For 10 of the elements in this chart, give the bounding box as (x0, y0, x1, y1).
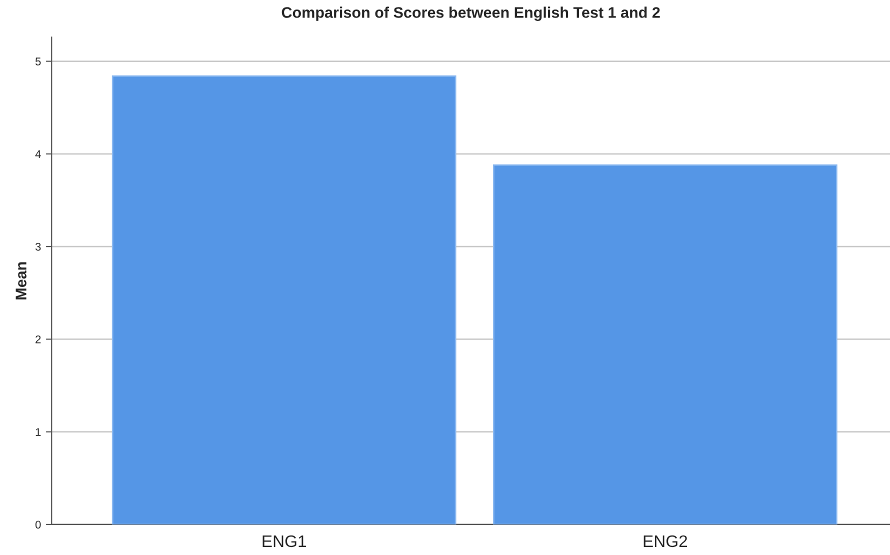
y-axis-title: Mean (16, 262, 26, 300)
y-tick-label: 5 (35, 58, 41, 66)
y-tick-label: 1 (36, 428, 41, 436)
x-tick-label: ENG2 (644, 535, 688, 548)
y-tick-label: 2 (36, 335, 41, 344)
y-tick-label: 0 (35, 520, 41, 529)
x-tick-label: ENG1 (262, 535, 306, 548)
chart-title: Comparison of Scores between English Test 1 and 2 (282, 6, 660, 21)
y-tick-label: 4 (35, 150, 41, 158)
y-tick-label: 3 (35, 242, 41, 251)
